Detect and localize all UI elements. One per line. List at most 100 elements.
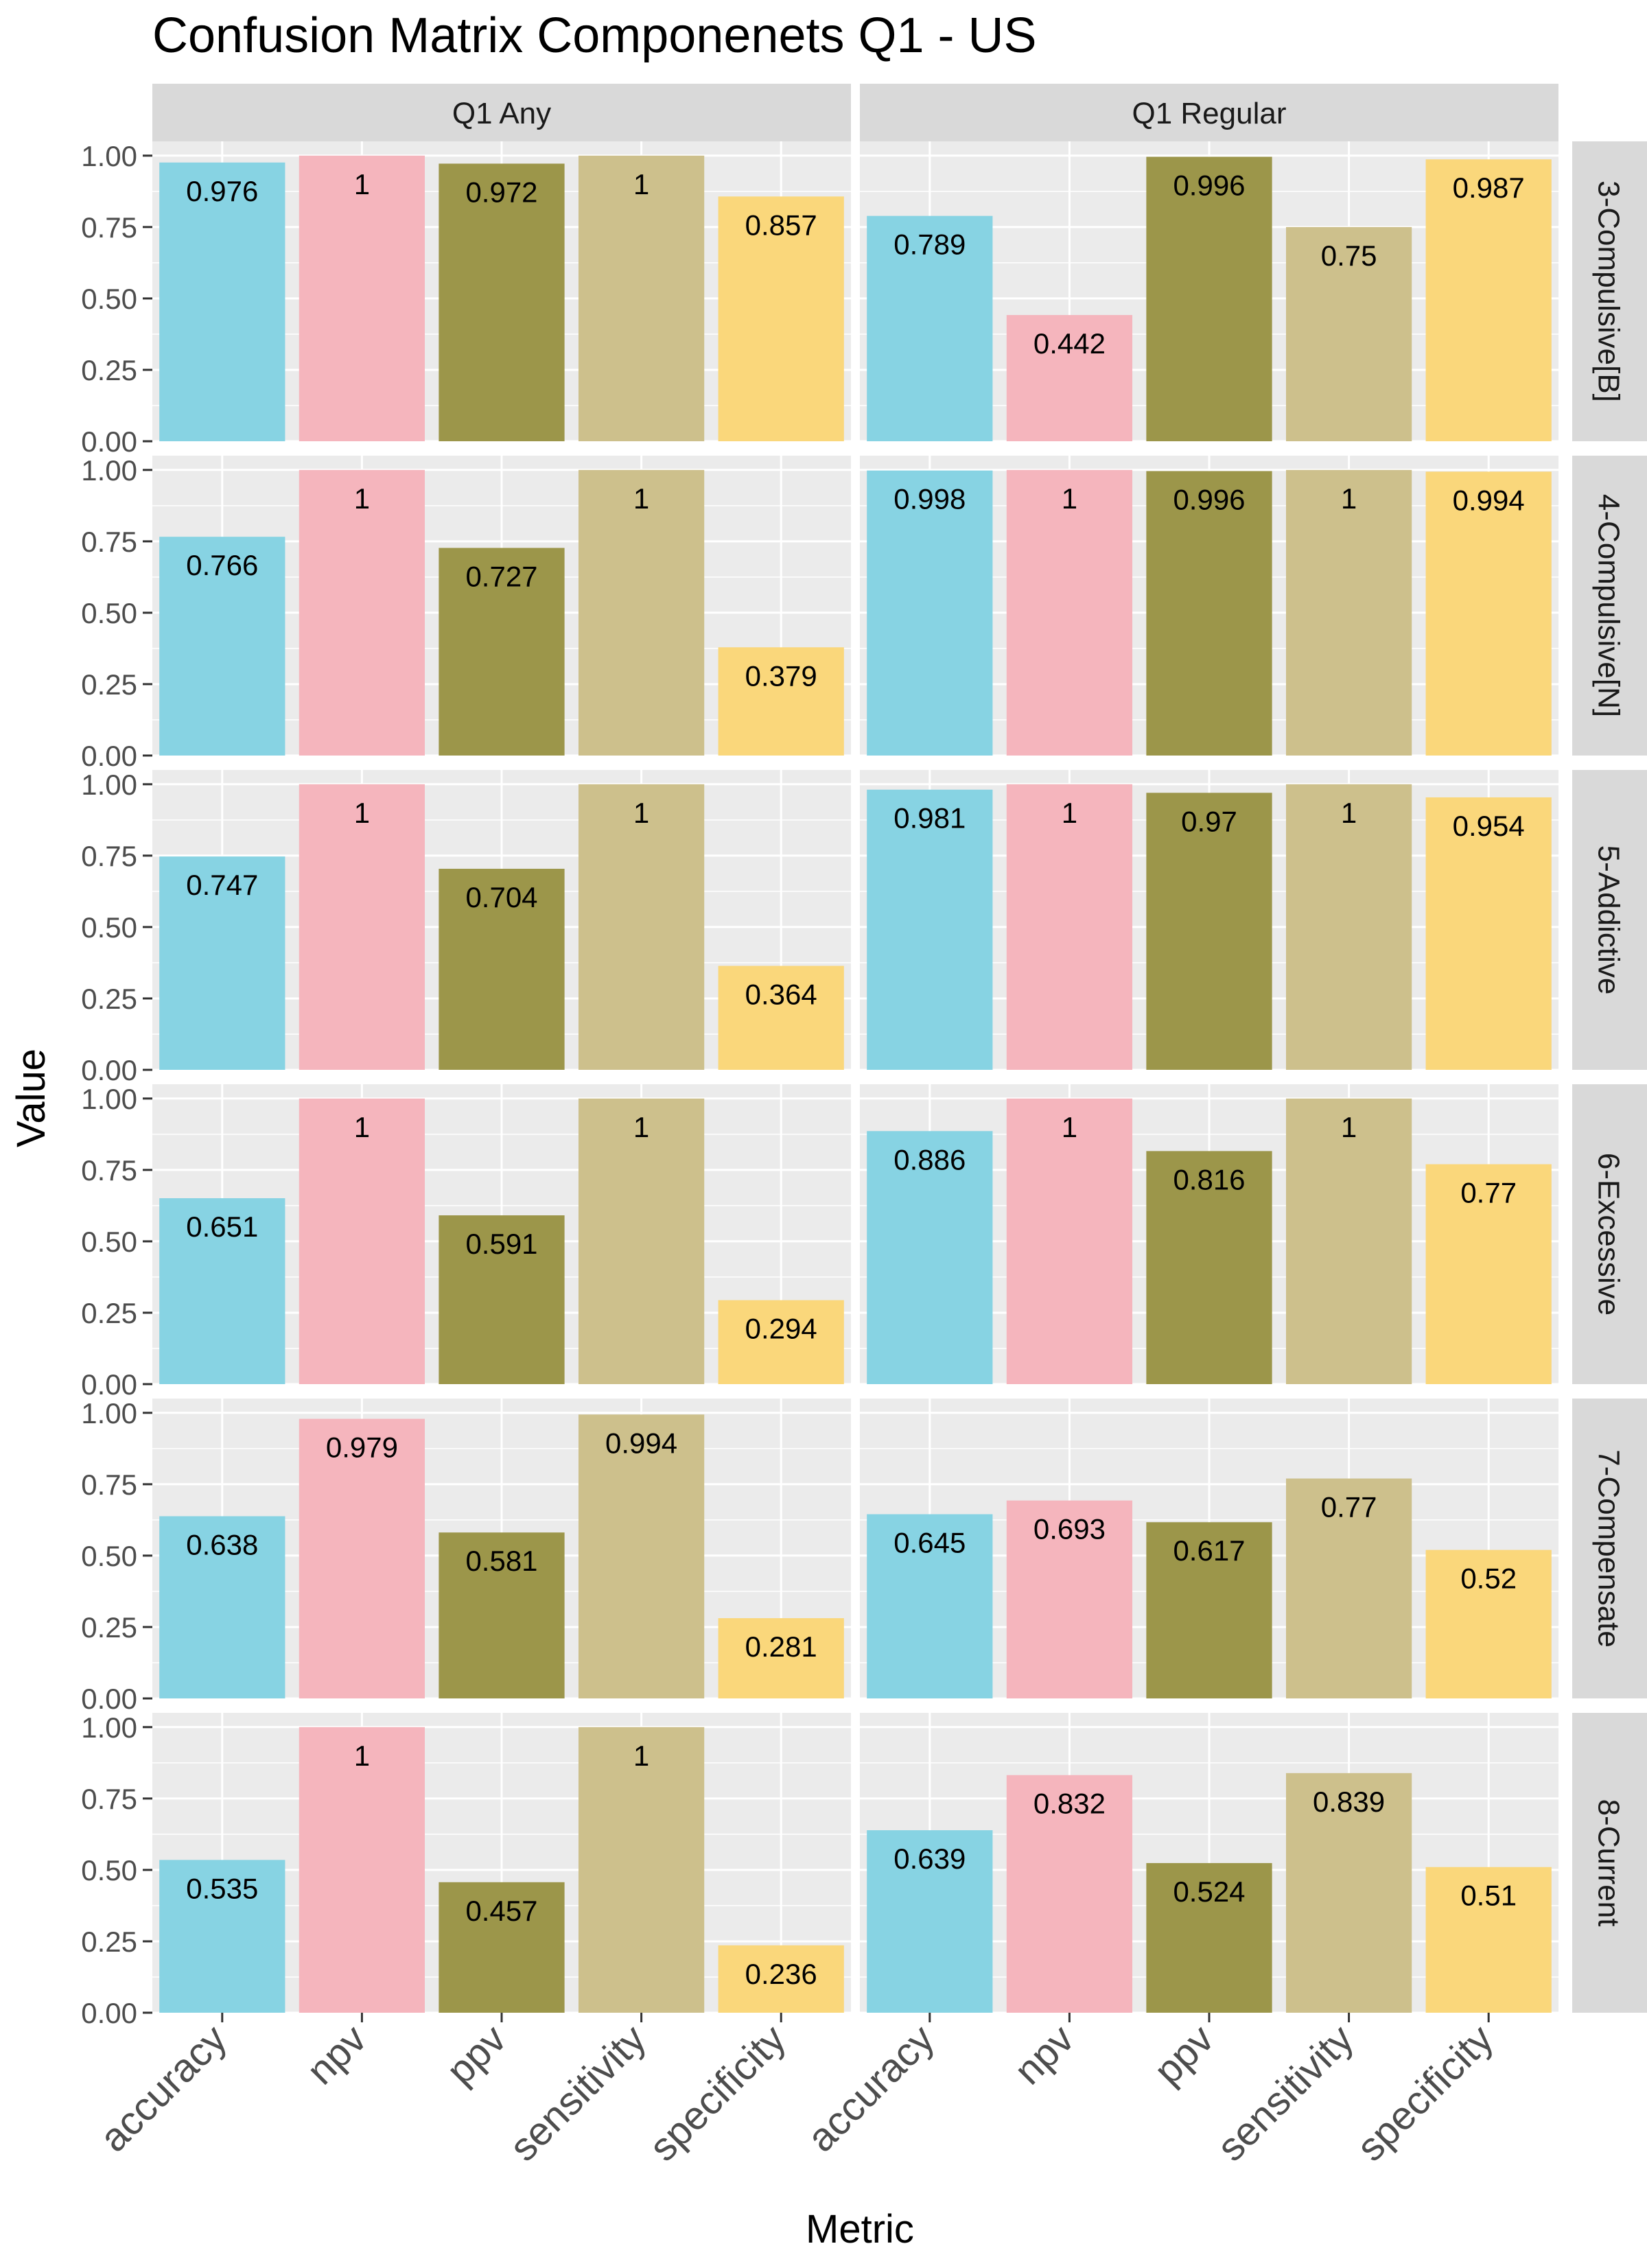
bar-specificity: [1425, 471, 1552, 756]
bar-sensitivity: [578, 784, 705, 1070]
data-label-ppv: 0.727: [465, 560, 537, 592]
data-label-specificity: 0.52: [1460, 1563, 1517, 1595]
data-label-specificity: 0.281: [745, 1630, 817, 1663]
x-tick-label-specificity: specificity: [641, 2016, 795, 2170]
x-tick-label-accuracy: accuracy: [799, 2016, 943, 2160]
bar-ppv: [439, 1532, 565, 1698]
y-tick-label: 0.50: [81, 597, 137, 629]
data-label-specificity: 0.77: [1460, 1177, 1517, 1209]
y-tick-label: 0.00: [81, 1368, 137, 1401]
bar-accuracy: [159, 1860, 285, 2013]
data-label-sensitivity: 1: [1341, 1111, 1357, 1143]
bar-specificity: [718, 1300, 844, 1384]
bar-accuracy: [867, 789, 993, 1070]
bar-accuracy: [159, 537, 285, 756]
bar-npv: [1006, 1775, 1133, 2013]
data-label-sensitivity: 0.994: [605, 1427, 677, 1459]
bar-ppv: [1146, 1151, 1272, 1384]
data-label-accuracy: 0.747: [186, 869, 258, 901]
data-label-npv: 0.832: [1033, 1788, 1106, 1820]
bar-sensitivity: [578, 155, 705, 442]
data-label-accuracy: 0.998: [893, 483, 966, 515]
bar-accuracy: [159, 1198, 285, 1384]
bar-specificity: [718, 1945, 844, 2013]
bar-ppv: [439, 1882, 565, 2013]
data-label-npv: 1: [354, 168, 370, 200]
data-label-ppv: 0.816: [1173, 1163, 1245, 1195]
bar-accuracy: [159, 856, 285, 1070]
bar-specificity: [718, 966, 844, 1070]
data-label-ppv: 0.996: [1173, 169, 1245, 201]
data-label-accuracy: 0.766: [186, 549, 258, 581]
x-tick-label-sensitivity: sensitivity: [1208, 2016, 1362, 2170]
data-label-npv: 1: [354, 797, 370, 829]
data-label-npv: 1: [354, 1740, 370, 1772]
y-axis-title: Value: [9, 1049, 54, 1147]
bar-accuracy: [867, 215, 993, 441]
column-strip-q1-any: [152, 84, 851, 141]
data-label-specificity: 0.236: [745, 1958, 817, 1990]
data-label-accuracy: 0.981: [893, 802, 966, 834]
bar-sensitivity: [1285, 1098, 1412, 1384]
data-label-npv: 1: [1062, 482, 1077, 515]
bar-accuracy: [867, 1830, 993, 2013]
bar-npv: [1006, 1098, 1133, 1384]
data-label-ppv: 0.996: [1173, 483, 1245, 515]
data-label-specificity: 0.857: [745, 209, 817, 241]
row-strip-5-addictive: [1572, 770, 1647, 1070]
data-label-accuracy: 0.535: [186, 1872, 258, 1904]
bar-ppv: [1146, 471, 1272, 756]
bar-sensitivity: [1285, 469, 1412, 756]
bar-ppv: [439, 163, 565, 441]
y-tick-label: 1.00: [81, 1083, 137, 1115]
bar-sensitivity: [1285, 784, 1412, 1070]
bar-sensitivity: [1285, 1478, 1412, 1698]
bar-ppv: [439, 1215, 565, 1384]
data-label-accuracy: 0.886: [893, 1143, 966, 1176]
y-tick-label: 0.00: [81, 1997, 137, 2029]
bar-npv: [299, 1098, 425, 1384]
y-tick-label: 0.00: [81, 425, 137, 458]
row-strip-6-excessive: [1572, 1084, 1647, 1384]
data-label-accuracy: 0.645: [893, 1527, 966, 1559]
y-tick-label: 0.00: [81, 1054, 137, 1086]
data-label-ppv: 0.457: [465, 1895, 537, 1927]
data-label-sensitivity: 0.839: [1313, 1786, 1385, 1818]
x-tick-label-accuracy: accuracy: [91, 2016, 235, 2160]
row-strip-3-compulsive-b: [1572, 141, 1647, 441]
data-label-sensitivity: 1: [633, 1740, 649, 1772]
data-label-sensitivity: 0.75: [1321, 239, 1377, 272]
bar-accuracy: [867, 1514, 993, 1698]
y-tick-label: 0.50: [81, 1540, 137, 1572]
bar-ppv: [439, 548, 565, 756]
y-tick-label: 0.25: [81, 983, 137, 1015]
y-tick-label: 0.00: [81, 740, 137, 772]
x-tick-label-ppv: ppv: [1145, 2016, 1222, 2093]
y-tick-label: 0.25: [81, 1926, 137, 1958]
data-label-npv: 1: [1062, 1111, 1077, 1143]
bar-accuracy: [867, 470, 993, 756]
row-strip-label-8-current: 8-Current: [1592, 1799, 1626, 1927]
y-tick-label: 0.25: [81, 1297, 137, 1329]
data-label-sensitivity: 1: [633, 1111, 649, 1143]
data-label-ppv: 0.581: [465, 1545, 537, 1577]
bar-specificity: [1425, 159, 1552, 441]
row-strip-8-current: [1572, 1713, 1647, 2013]
y-tick-label: 1.00: [81, 454, 137, 487]
data-label-ppv: 0.591: [465, 1228, 537, 1260]
data-label-specificity: 0.987: [1453, 172, 1525, 204]
bar-specificity: [718, 1618, 844, 1698]
bar-specificity: [1425, 1867, 1552, 2013]
bar-sensitivity: [578, 469, 705, 756]
y-tick-label: 1.00: [81, 1711, 137, 1744]
facet-panels: Q1 Any Q1 Regular 3-Compulsive[B] 0.00 0.25 0…: [81, 84, 1647, 2170]
y-tick-label: 0.75: [81, 1469, 137, 1501]
bar-specificity: [718, 196, 844, 441]
bar-sensitivity: [578, 1414, 705, 1698]
y-tick-label: 0.25: [81, 1611, 137, 1644]
y-tick-label: 1.00: [81, 140, 137, 172]
y-tick-label: 0.25: [81, 354, 137, 386]
row-strip-label-7-compensate: 7-Compensate: [1592, 1449, 1626, 1648]
bar-npv: [1006, 784, 1133, 1070]
